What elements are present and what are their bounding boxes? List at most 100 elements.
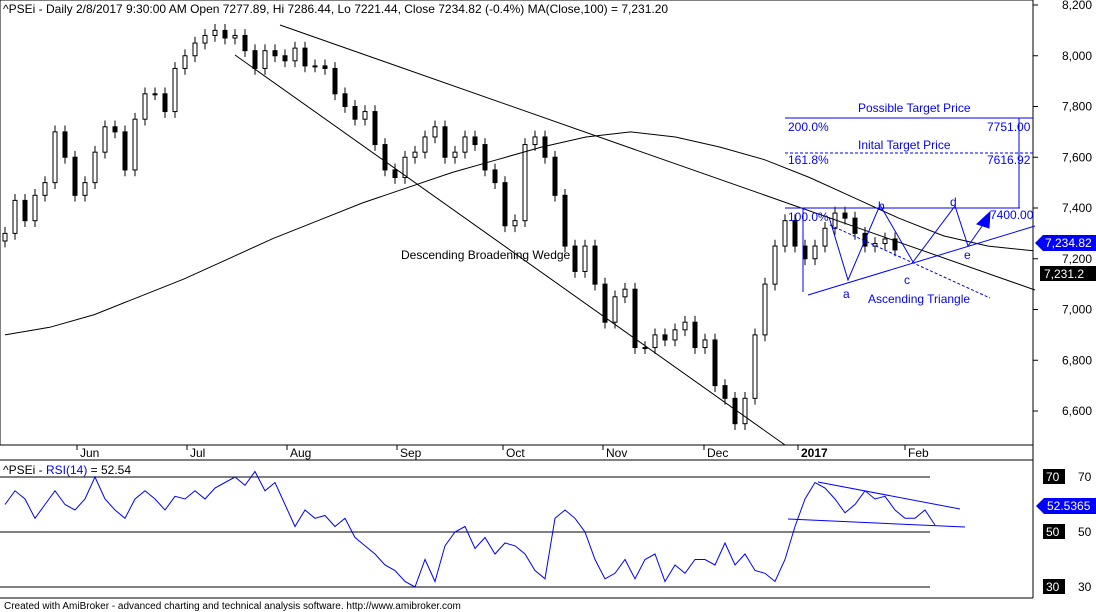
candle-body (222, 29, 228, 39)
candle-body (882, 238, 888, 245)
candle-body (452, 151, 458, 158)
candle-body (612, 296, 618, 323)
candle-body (702, 339, 708, 349)
candle-body (2, 232, 8, 242)
candle-body (592, 245, 598, 285)
rsi-level-tag (1043, 469, 1065, 484)
candle-body (142, 93, 148, 120)
svg-text:b: b (878, 199, 885, 213)
svg-text:a: a (843, 287, 850, 301)
price-tick-label: 7,400 (1062, 201, 1092, 215)
price-axis: 8,200 8,000 7,800 7,600 7,400 7,200 7,000 6,800… (1033, 0, 1092, 418)
svg-text:161.8%: 161.8% (788, 153, 829, 167)
candle-body (742, 397, 748, 425)
svg-text:200.0%: 200.0% (788, 120, 829, 134)
rsi-last-tag: 52.5365 (1036, 498, 1096, 514)
candle-body (102, 126, 108, 153)
candle-body (632, 288, 638, 349)
candle-body (342, 93, 348, 107)
svg-text:e: e (964, 248, 971, 262)
candle-body (802, 245, 808, 260)
price-tick-label: 7,000 (1062, 303, 1092, 317)
candle-body (322, 65, 328, 69)
frame (0, 0, 1034, 599)
rsi-tick-label: 30 (1046, 580, 1060, 594)
svg-text:100.0%: 100.0% (788, 210, 829, 224)
candle-body (232, 34, 238, 39)
candle-body (212, 29, 218, 36)
candle-body (492, 169, 498, 184)
candle-body (512, 220, 518, 227)
candle-body (402, 156, 408, 179)
candle-body (92, 151, 98, 184)
candle-body (172, 67, 178, 113)
rsi-tick-label-right: 30 (1078, 580, 1092, 594)
candle-body (602, 283, 608, 323)
svg-text:7751.00: 7751.00 (987, 120, 1031, 134)
candle-body (712, 339, 718, 387)
candle-body (622, 288, 628, 298)
candle-body (122, 131, 128, 171)
candle-body (852, 217, 858, 234)
candle-body (62, 131, 68, 158)
rsi-trendlines (787, 481, 966, 528)
rsi-tick-label-right: 70 (1078, 470, 1092, 484)
candle-body (272, 50, 278, 57)
price-tick-label: 7,600 (1062, 150, 1092, 164)
candle-body (132, 118, 138, 171)
candle-body (482, 144, 488, 171)
candle-body (52, 131, 58, 184)
date-tick-label: Oct (506, 446, 525, 460)
date-tick-label: Feb (908, 446, 929, 460)
price-tick-label: 7,800 (1062, 100, 1092, 114)
candle-body (302, 47, 308, 67)
candle-body (792, 220, 798, 247)
rsi-line (4, 470, 936, 588)
price-tick-label: 6,600 (1062, 404, 1092, 418)
candle-body (392, 169, 398, 179)
rsi-level-tag (1043, 579, 1065, 594)
candle-body (672, 329, 678, 341)
rsi-title: ^PSEi - RSI(14) = 52.54 (3, 463, 131, 477)
rsi-tick-label: 70 (1046, 470, 1060, 484)
svg-text:7,234.82: 7,234.82 (1045, 236, 1092, 250)
candle-body (652, 334, 658, 349)
pattern-annotations (785, 117, 1036, 299)
candles (2, 24, 898, 431)
candle-body (442, 126, 448, 158)
candle-body (422, 136, 428, 153)
candle-body (812, 245, 818, 260)
date-tick-label: Sep (400, 446, 422, 460)
chart-title: ^PSEi - Daily 2/8/2017 9:30:00 AM Open 7… (3, 2, 668, 16)
candle-body (722, 385, 728, 399)
candle-body (842, 212, 848, 219)
svg-text:52.5365: 52.5365 (1047, 499, 1091, 513)
candle-body (382, 144, 388, 171)
candle-body (292, 47, 298, 62)
svg-text:Inital Target Price: Inital Target Price (858, 138, 951, 152)
candle-body (782, 220, 788, 247)
candle-body (582, 245, 588, 272)
ma100-line (4, 131, 1034, 336)
candle-body (432, 126, 438, 138)
date-tick-label: Aug (290, 446, 311, 460)
candle-body (472, 136, 478, 146)
candle-body (242, 34, 248, 52)
candle-body (772, 245, 778, 285)
date-tick-label: Dec (707, 446, 728, 460)
price-tick-label: 8,000 (1062, 49, 1092, 63)
candle-body (312, 65, 318, 68)
svg-text:7,231.2: 7,231.2 (1044, 267, 1084, 281)
candle-body (752, 334, 758, 399)
rsi-level-tag (1043, 524, 1065, 539)
svg-text:7616.92: 7616.92 (987, 153, 1031, 167)
candle-body (42, 182, 48, 196)
candle-body (12, 199, 18, 234)
candle-body (572, 245, 578, 272)
candle-body (362, 111, 368, 120)
candle-body (522, 144, 528, 222)
candle-body (462, 136, 468, 153)
candle-body (562, 194, 568, 247)
